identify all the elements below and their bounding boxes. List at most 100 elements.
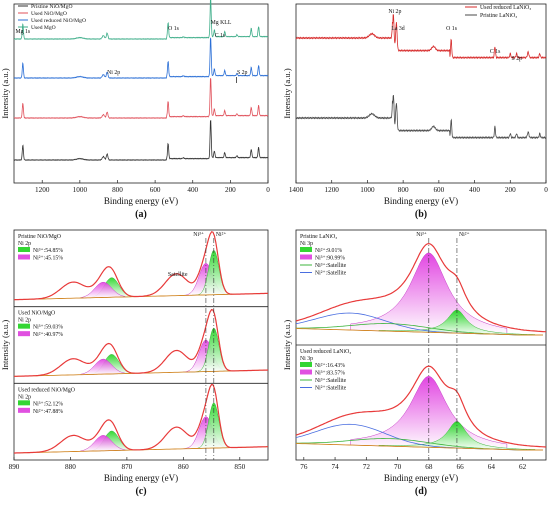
- c-legend-label: Ni³⁺:54.85%: [33, 248, 63, 254]
- d-ylabel: Intensity (a.u.): [282, 320, 292, 370]
- c-legend-label: Ni²⁺:47.88%: [33, 409, 63, 415]
- d-xtick-label: 66: [456, 463, 464, 471]
- b-xtick-label: 400: [469, 186, 480, 194]
- a-peak-annotation: Mg KLL: [211, 20, 232, 26]
- c-envelope-line: [13, 231, 268, 301]
- c-xtick-label: 880: [65, 463, 76, 471]
- d-xtick-label: 64: [488, 463, 496, 471]
- c-legend-swatch: [18, 247, 30, 252]
- b-xtick-label: 1200: [325, 186, 340, 194]
- d-region-label: Ni 3p: [300, 356, 313, 362]
- b-legend-label: Used reduced LaNiO₃: [480, 5, 531, 11]
- b-peak-annotation: La 3d: [391, 26, 404, 32]
- a-series-line: [14, 120, 269, 161]
- b-xtick-label: 800: [398, 186, 409, 194]
- a-peak-annotation: O 1s: [168, 26, 180, 32]
- a-xtick-label: 0: [266, 186, 270, 194]
- b-peak-annotation: Ni 2p: [388, 9, 401, 15]
- d-background-line: [295, 328, 543, 336]
- d-xtick-label: 62: [519, 463, 527, 471]
- c-subpanel-title: Used reduced NiO/MgO: [18, 387, 75, 393]
- b-xtick-label: 0: [544, 186, 548, 194]
- b-plot-frame: [295, 3, 547, 184]
- b-peak-annotation: S 2p: [512, 56, 523, 62]
- b-ylabel: Intensity (a.u.): [282, 68, 292, 118]
- c-envelope-line: [14, 383, 268, 454]
- d-xtick-label: 76: [300, 463, 308, 471]
- d-panel-label: (d): [415, 486, 427, 497]
- b-series-line: [295, 94, 547, 140]
- d-xtick-label: 74: [331, 463, 339, 471]
- c-legend-label: Ni²⁺:45.15%: [33, 256, 63, 262]
- d-background-line: [295, 443, 543, 451]
- b-peak-annotation: C 1s: [490, 49, 501, 55]
- c-ylabel: Intensity (a.u.): [0, 320, 10, 370]
- c-xtick-label: 890: [9, 463, 20, 471]
- c-legend-label: Ni²⁺:40.97%: [33, 332, 63, 338]
- b-xtick-label: 200: [505, 186, 516, 194]
- c-reference-label: Ni³⁺: [193, 232, 204, 238]
- d-legend-label: Ni²⁺:16.43%: [315, 363, 345, 369]
- c-satellite-label: Satellite: [168, 272, 188, 278]
- c-envelope-line: [14, 308, 269, 377]
- a-xtick-label: 400: [187, 186, 198, 194]
- a-peak-annotation: S 2p: [237, 70, 248, 76]
- a-xtick-label: 200: [225, 186, 236, 194]
- a-panel-label: (a): [135, 209, 147, 220]
- b-xtick-label: 1000: [360, 186, 375, 194]
- c-legend-label: Ni³⁺:52.12%: [33, 401, 63, 407]
- c-legend-swatch: [18, 323, 30, 329]
- a-legend-label: Used reduced NiO/MgO: [31, 18, 86, 24]
- c-reference-label: Ni²⁺: [216, 232, 227, 238]
- b-xlabel: Binding energy (eV): [384, 196, 458, 206]
- c-subpanel-title: Used NiO/MgO: [18, 311, 55, 317]
- a-xtick-label: 1000: [73, 186, 88, 194]
- d-legend-label: Ni²⁺:9.01%: [315, 248, 342, 254]
- b-panel-label: (b): [415, 209, 427, 220]
- c-panel-label: (c): [135, 486, 146, 497]
- b-legend-label: Pristine LaNiO₃: [480, 13, 517, 19]
- a-xtick-label: 1200: [35, 186, 50, 194]
- c-xtick-label: 870: [121, 463, 132, 471]
- d-legend-label: Ni³⁺:90.99%: [315, 256, 345, 262]
- d-legend-label: Ni³⁺:Satellite: [315, 263, 347, 269]
- c-xtick-label: 850: [234, 463, 245, 471]
- d-xlabel: Binding energy (eV): [384, 473, 458, 483]
- a-plot-frame: [13, 3, 269, 184]
- c-region-label: Ni 2p: [18, 241, 31, 247]
- d-region-label: Ni 3p: [300, 241, 313, 247]
- c-legend-swatch: [18, 407, 30, 413]
- c-legend-swatch: [18, 254, 30, 260]
- d-legend-label: Ni³⁺:Satellite: [315, 378, 347, 384]
- c-xlabel: Binding energy (eV): [104, 473, 178, 483]
- d-legend-swatch: [300, 254, 312, 260]
- d-reference-label: Ni³⁺: [416, 232, 427, 238]
- d-subpanel-title: Pristine LaNiO₃: [300, 234, 337, 240]
- a-ylabel: Intensity (a.u.): [0, 68, 10, 118]
- d-legend-swatch: [300, 369, 312, 375]
- d-reference-label: Ni²⁺: [459, 232, 470, 238]
- d-legend-label: Ni²⁺:Satellite: [315, 386, 347, 392]
- c-xtick-label: 860: [178, 463, 189, 471]
- c-legend-swatch: [18, 400, 30, 406]
- a-xtick-label: 800: [112, 186, 123, 194]
- d-legend-swatch: [300, 362, 312, 367]
- d-envelope-line: [295, 242, 546, 333]
- c-region-label: Ni 2p: [18, 394, 31, 400]
- a-peak-annotation: Mg 1s: [16, 29, 31, 35]
- a-series-line: [13, 77, 269, 119]
- a-legend-label: Used MgO: [31, 25, 56, 31]
- b-xtick-label: 600: [433, 186, 444, 194]
- a-xtick-label: 600: [150, 186, 161, 194]
- d-legend-swatch: [300, 247, 312, 252]
- a-peak-annotation: Ni 2p: [107, 70, 120, 76]
- b-series-line: [295, 14, 547, 60]
- c-legend-label: Ni³⁺:59.03%: [33, 325, 63, 331]
- d-envelope-line: [295, 365, 547, 448]
- b-xtick-label: 1400: [289, 186, 304, 194]
- a-peak-annotation: C 1s: [215, 33, 226, 39]
- c-subpanel-title: Pristine NiO/MgO: [18, 234, 61, 240]
- d-legend-label: Ni³⁺:83.57%: [315, 371, 345, 377]
- a-series-line: [13, 0, 269, 40]
